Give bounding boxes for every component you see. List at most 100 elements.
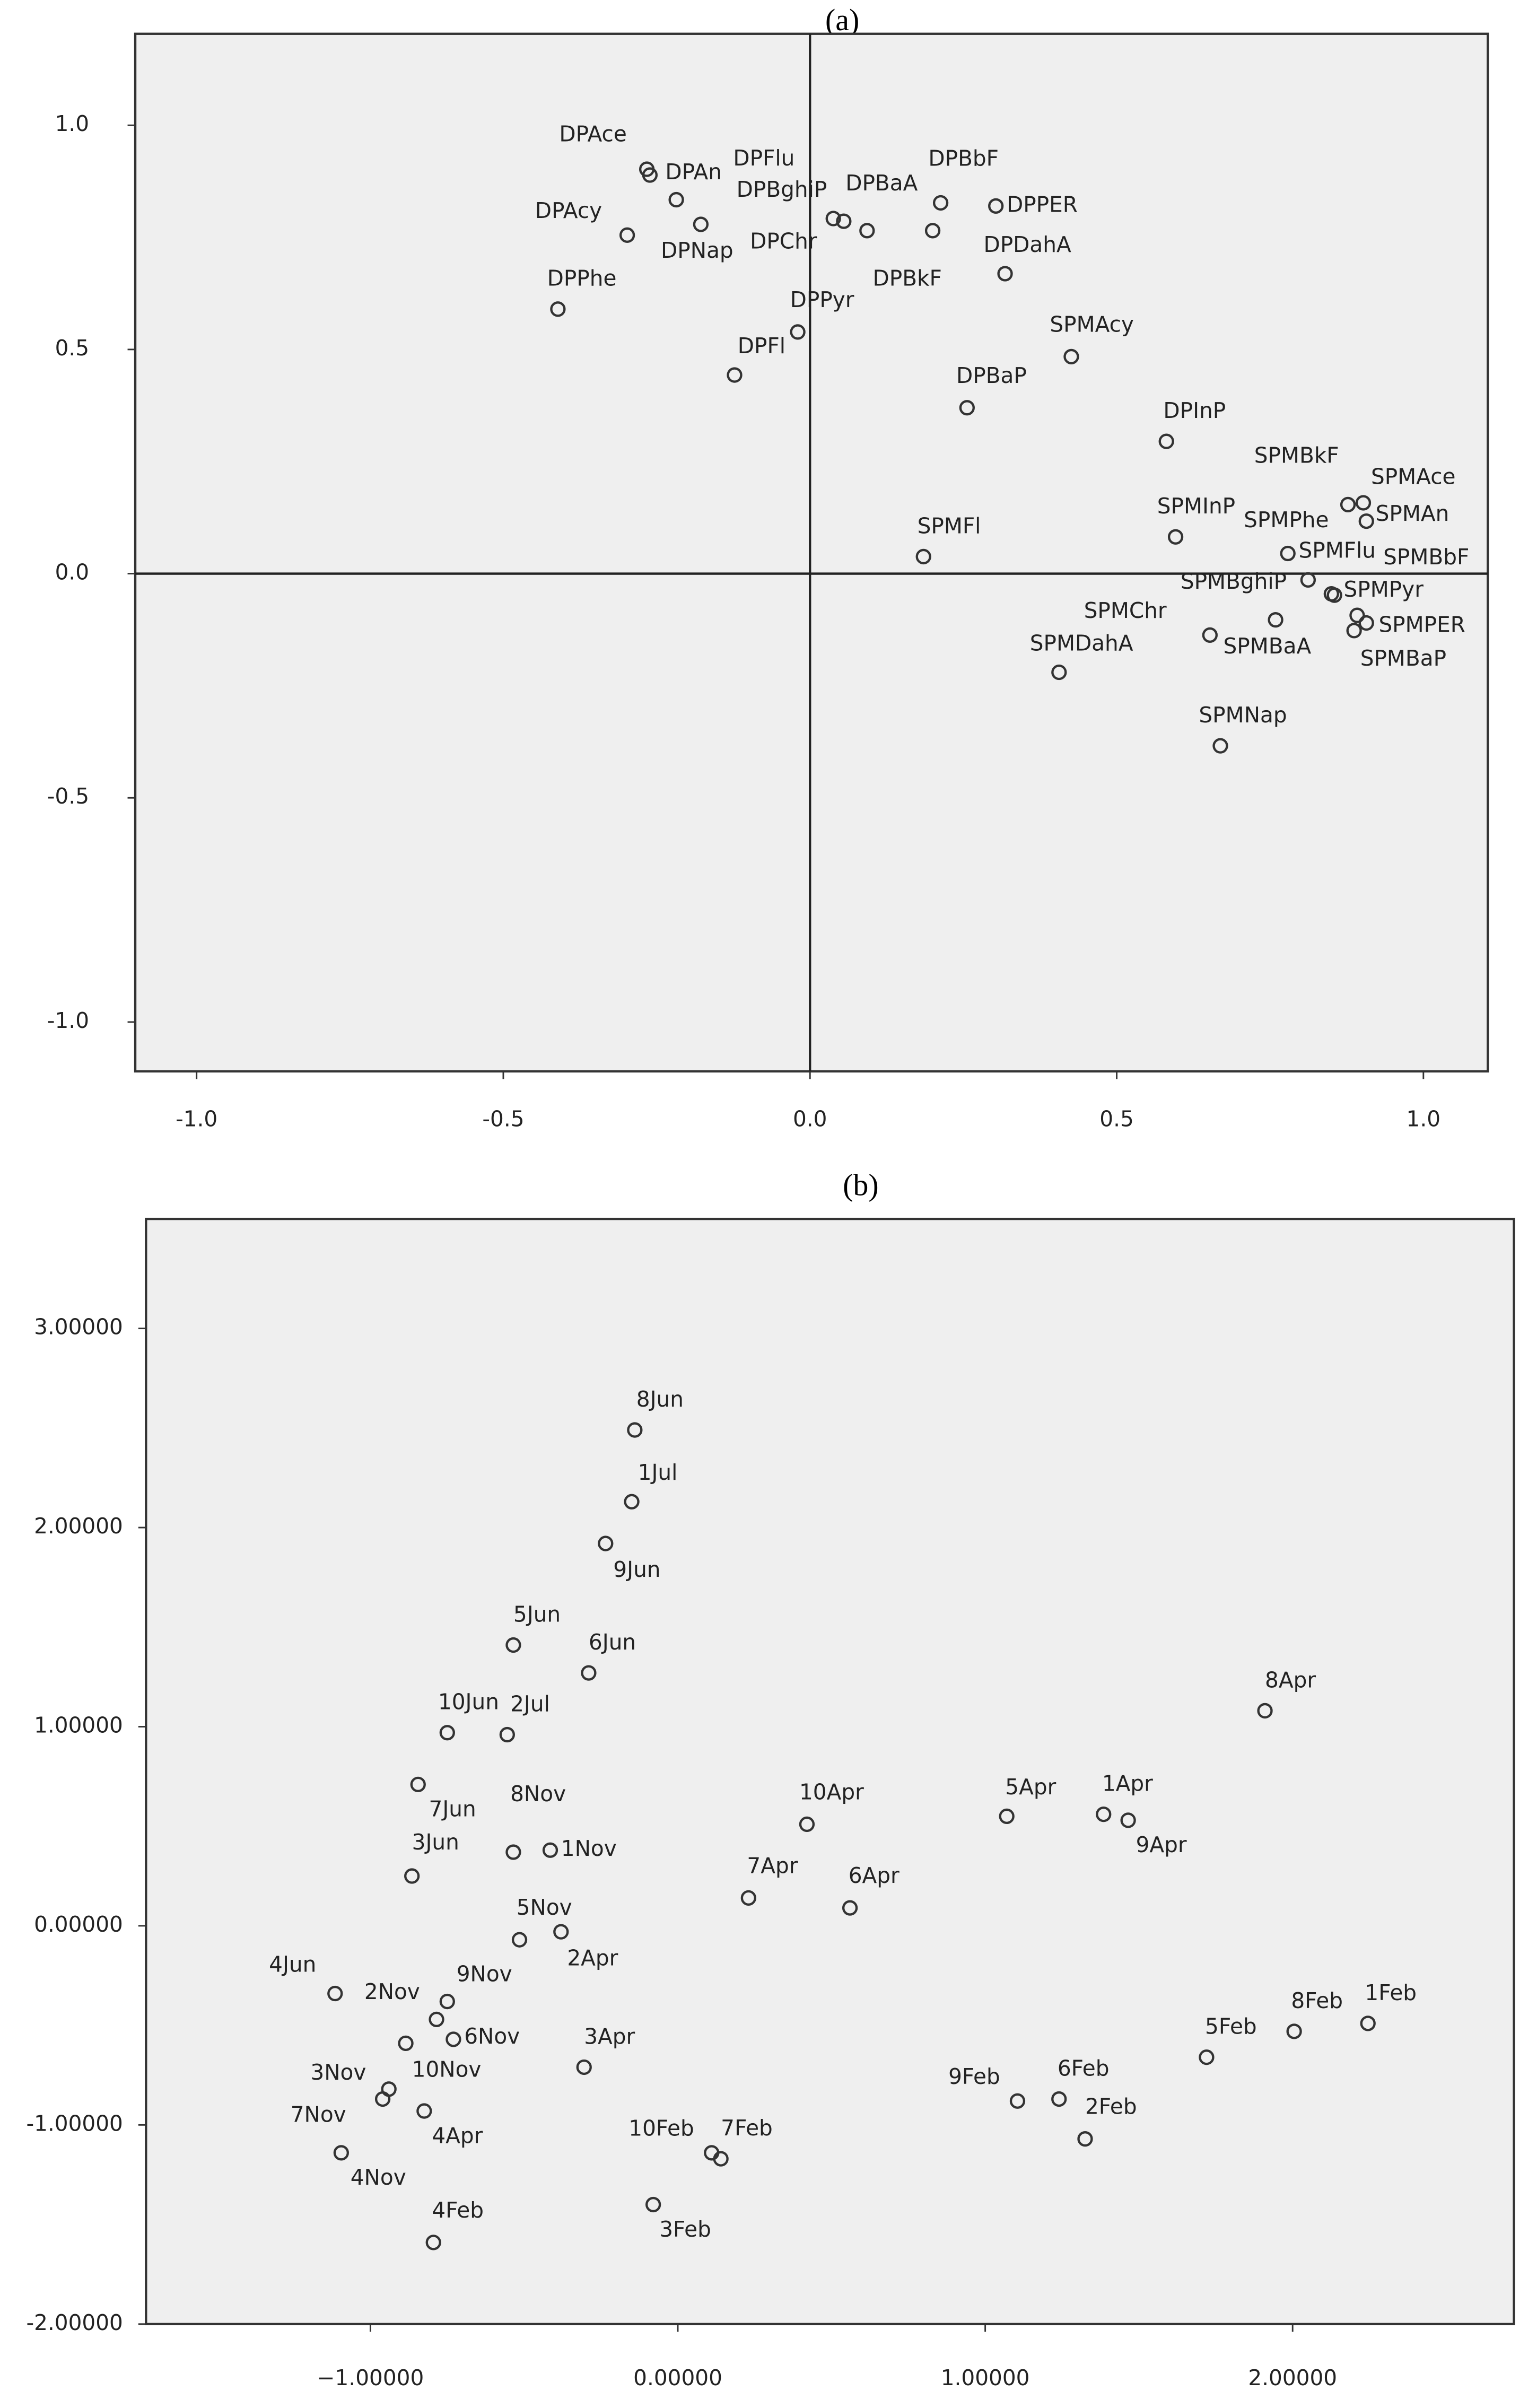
point-label: DPDahA (983, 232, 1071, 257)
point (1212, 738, 1228, 754)
point (1199, 2049, 1215, 2065)
point (1358, 615, 1374, 631)
point-label: 2Nov (364, 1979, 420, 2004)
point (398, 2035, 414, 2052)
point (550, 301, 566, 317)
point-label: DPAn (665, 159, 722, 185)
point (1009, 2093, 1026, 2109)
point (425, 2235, 441, 2250)
point (1358, 513, 1374, 529)
point (511, 1932, 528, 1948)
y-tick-label: 1.00000 (34, 1712, 123, 1738)
point (740, 1890, 756, 1906)
point-label: 8Jun (636, 1386, 684, 1412)
x-tick-label: 0.0 (793, 1106, 827, 1132)
point (1300, 572, 1316, 588)
x-tick-label: 2.00000 (1248, 2365, 1337, 2390)
point-label: SPMAcy (1050, 311, 1134, 337)
point (576, 2059, 592, 2075)
point (1268, 612, 1283, 628)
chart-title: (a) (825, 3, 859, 37)
point-label: 3Jun (412, 1829, 459, 1855)
point-label: SPMFlu (1299, 538, 1376, 563)
point (505, 1844, 521, 1860)
point-label: 7Feb (721, 2115, 773, 2141)
y-tick-label: 0.5 (55, 335, 90, 361)
point (790, 324, 806, 340)
point-label: 2Feb (1085, 2094, 1137, 2119)
point-label: SPMDahA (1030, 630, 1133, 656)
point (825, 211, 841, 226)
point-label: SPMFl (918, 513, 981, 538)
x-tick-label: −1.00000 (317, 2365, 424, 2390)
point (713, 2151, 729, 2167)
point-label: 1Apr (1102, 1771, 1153, 1796)
point (1158, 433, 1174, 449)
point-label: DPNap (661, 238, 733, 263)
point (553, 1924, 569, 1940)
x-tick-label: 0.5 (1099, 1106, 1134, 1132)
point (642, 167, 658, 183)
point-label: 6Apr (849, 1863, 900, 1888)
point-label: 3Apr (584, 2023, 635, 2049)
point-label: 6Feb (1058, 2055, 1110, 2081)
point-label: DPFl (738, 333, 785, 359)
point-label: SPMPhe (1244, 507, 1329, 533)
point-label: 5Feb (1205, 2014, 1257, 2039)
point (598, 1535, 614, 1551)
y-tick-label: -0.5 (47, 783, 89, 809)
point-label: 2Jul (510, 1691, 550, 1716)
point (446, 2031, 461, 2047)
point (542, 1842, 558, 1858)
point-label: 8Feb (1291, 1988, 1343, 2013)
y-tick-label: 3.00000 (34, 1314, 123, 1340)
point (404, 1868, 420, 1884)
point-label: 3Nov (310, 2060, 366, 2085)
point (1346, 623, 1362, 639)
point-label: 10Apr (799, 1779, 864, 1804)
x-tick-label: -0.5 (482, 1106, 524, 1132)
point (499, 1726, 515, 1743)
point-label: SPMChr (1084, 598, 1167, 623)
point (624, 1494, 640, 1510)
point-label: 6Nov (464, 2023, 520, 2049)
x-tick-label: 1.0 (1407, 1106, 1441, 1132)
point-label: SPMPER (1378, 612, 1465, 637)
point (1051, 2091, 1067, 2107)
point-label: SPMAn (1376, 501, 1449, 526)
point (1280, 545, 1296, 562)
point (915, 548, 931, 565)
y-tick-label: 2.00000 (34, 1513, 123, 1539)
point-label: 4Apr (432, 2123, 483, 2148)
point (645, 2196, 661, 2213)
point-label: 1Nov (561, 1836, 617, 1861)
point (924, 223, 941, 239)
y-tick-label: -1.0 (47, 1008, 89, 1033)
point (374, 2091, 391, 2107)
point (859, 223, 875, 239)
point (842, 1900, 858, 1916)
point (1063, 348, 1079, 365)
point (836, 213, 852, 229)
point (1120, 1812, 1136, 1828)
point-label: DPChr (750, 229, 817, 254)
point-label: DPBaP (956, 363, 1027, 388)
point-label: 9Feb (948, 2064, 1000, 2089)
point-label: 5Apr (1005, 1774, 1056, 1800)
point-label: 7Apr (747, 1853, 798, 1878)
point-label: SPMBaP (1360, 645, 1446, 671)
point (505, 1637, 521, 1653)
point (1340, 496, 1356, 513)
point (333, 2145, 349, 2161)
point-label: DPInP (1163, 398, 1226, 423)
plot-area (145, 1217, 1515, 2325)
point-label: SPMAce (1371, 464, 1455, 490)
point-label: 9Apr (1136, 1832, 1187, 1857)
point (799, 1816, 815, 1833)
point-label: DPBbF (928, 145, 999, 171)
x-tick-label: 1.00000 (941, 2365, 1030, 2390)
point (410, 1776, 426, 1792)
point (327, 1985, 343, 2002)
point-label: DPBaA (845, 170, 918, 196)
